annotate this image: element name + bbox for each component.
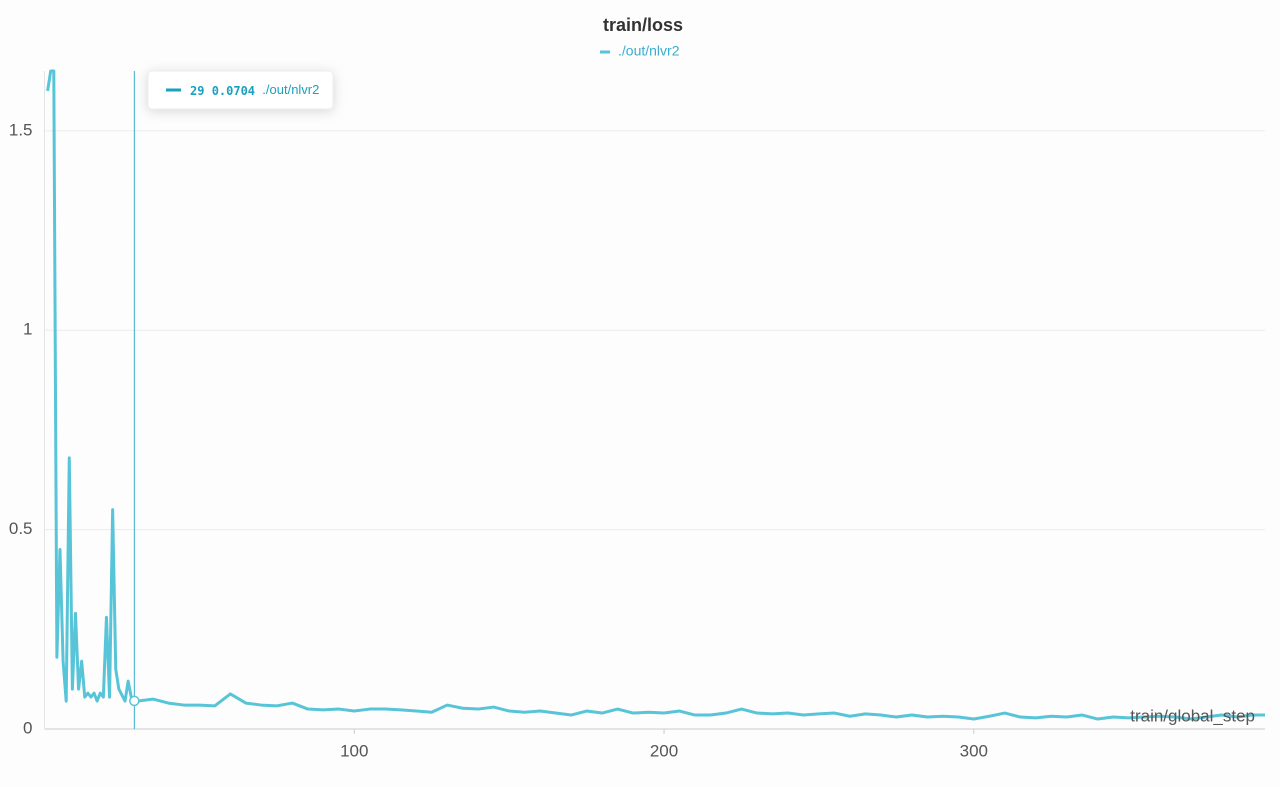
y-tick-label: 0 xyxy=(23,718,32,737)
y-tick-label: 0.5 xyxy=(9,519,33,538)
chart-title: train/loss xyxy=(603,15,683,35)
series-line xyxy=(46,69,1265,721)
x-tick-label: 200 xyxy=(650,741,678,760)
tooltip: 29 0.0704 ./out/nlvr2 xyxy=(147,70,334,110)
y-tick-label: 1.5 xyxy=(9,120,33,139)
tooltip-value: 0.0704 xyxy=(212,84,255,98)
tooltip-text: 29 0.0704 ./out/nlvr2 xyxy=(190,82,319,97)
plot-area: 0 0.5 1 1.5 100 200 300 xyxy=(9,69,1265,760)
tooltip-step: 29 xyxy=(190,84,204,98)
hover-point xyxy=(129,695,140,707)
legend-label[interactable]: ./out/nlvr2 xyxy=(618,43,680,59)
y-tick-label: 1 xyxy=(23,320,32,339)
x-axis-label: train/global_step xyxy=(1130,706,1255,725)
tooltip-series: ./out/nlvr2 xyxy=(262,82,319,97)
tooltip-box xyxy=(147,70,334,110)
x-tick-label: 300 xyxy=(960,741,988,760)
x-tick-label: 100 xyxy=(340,741,368,760)
